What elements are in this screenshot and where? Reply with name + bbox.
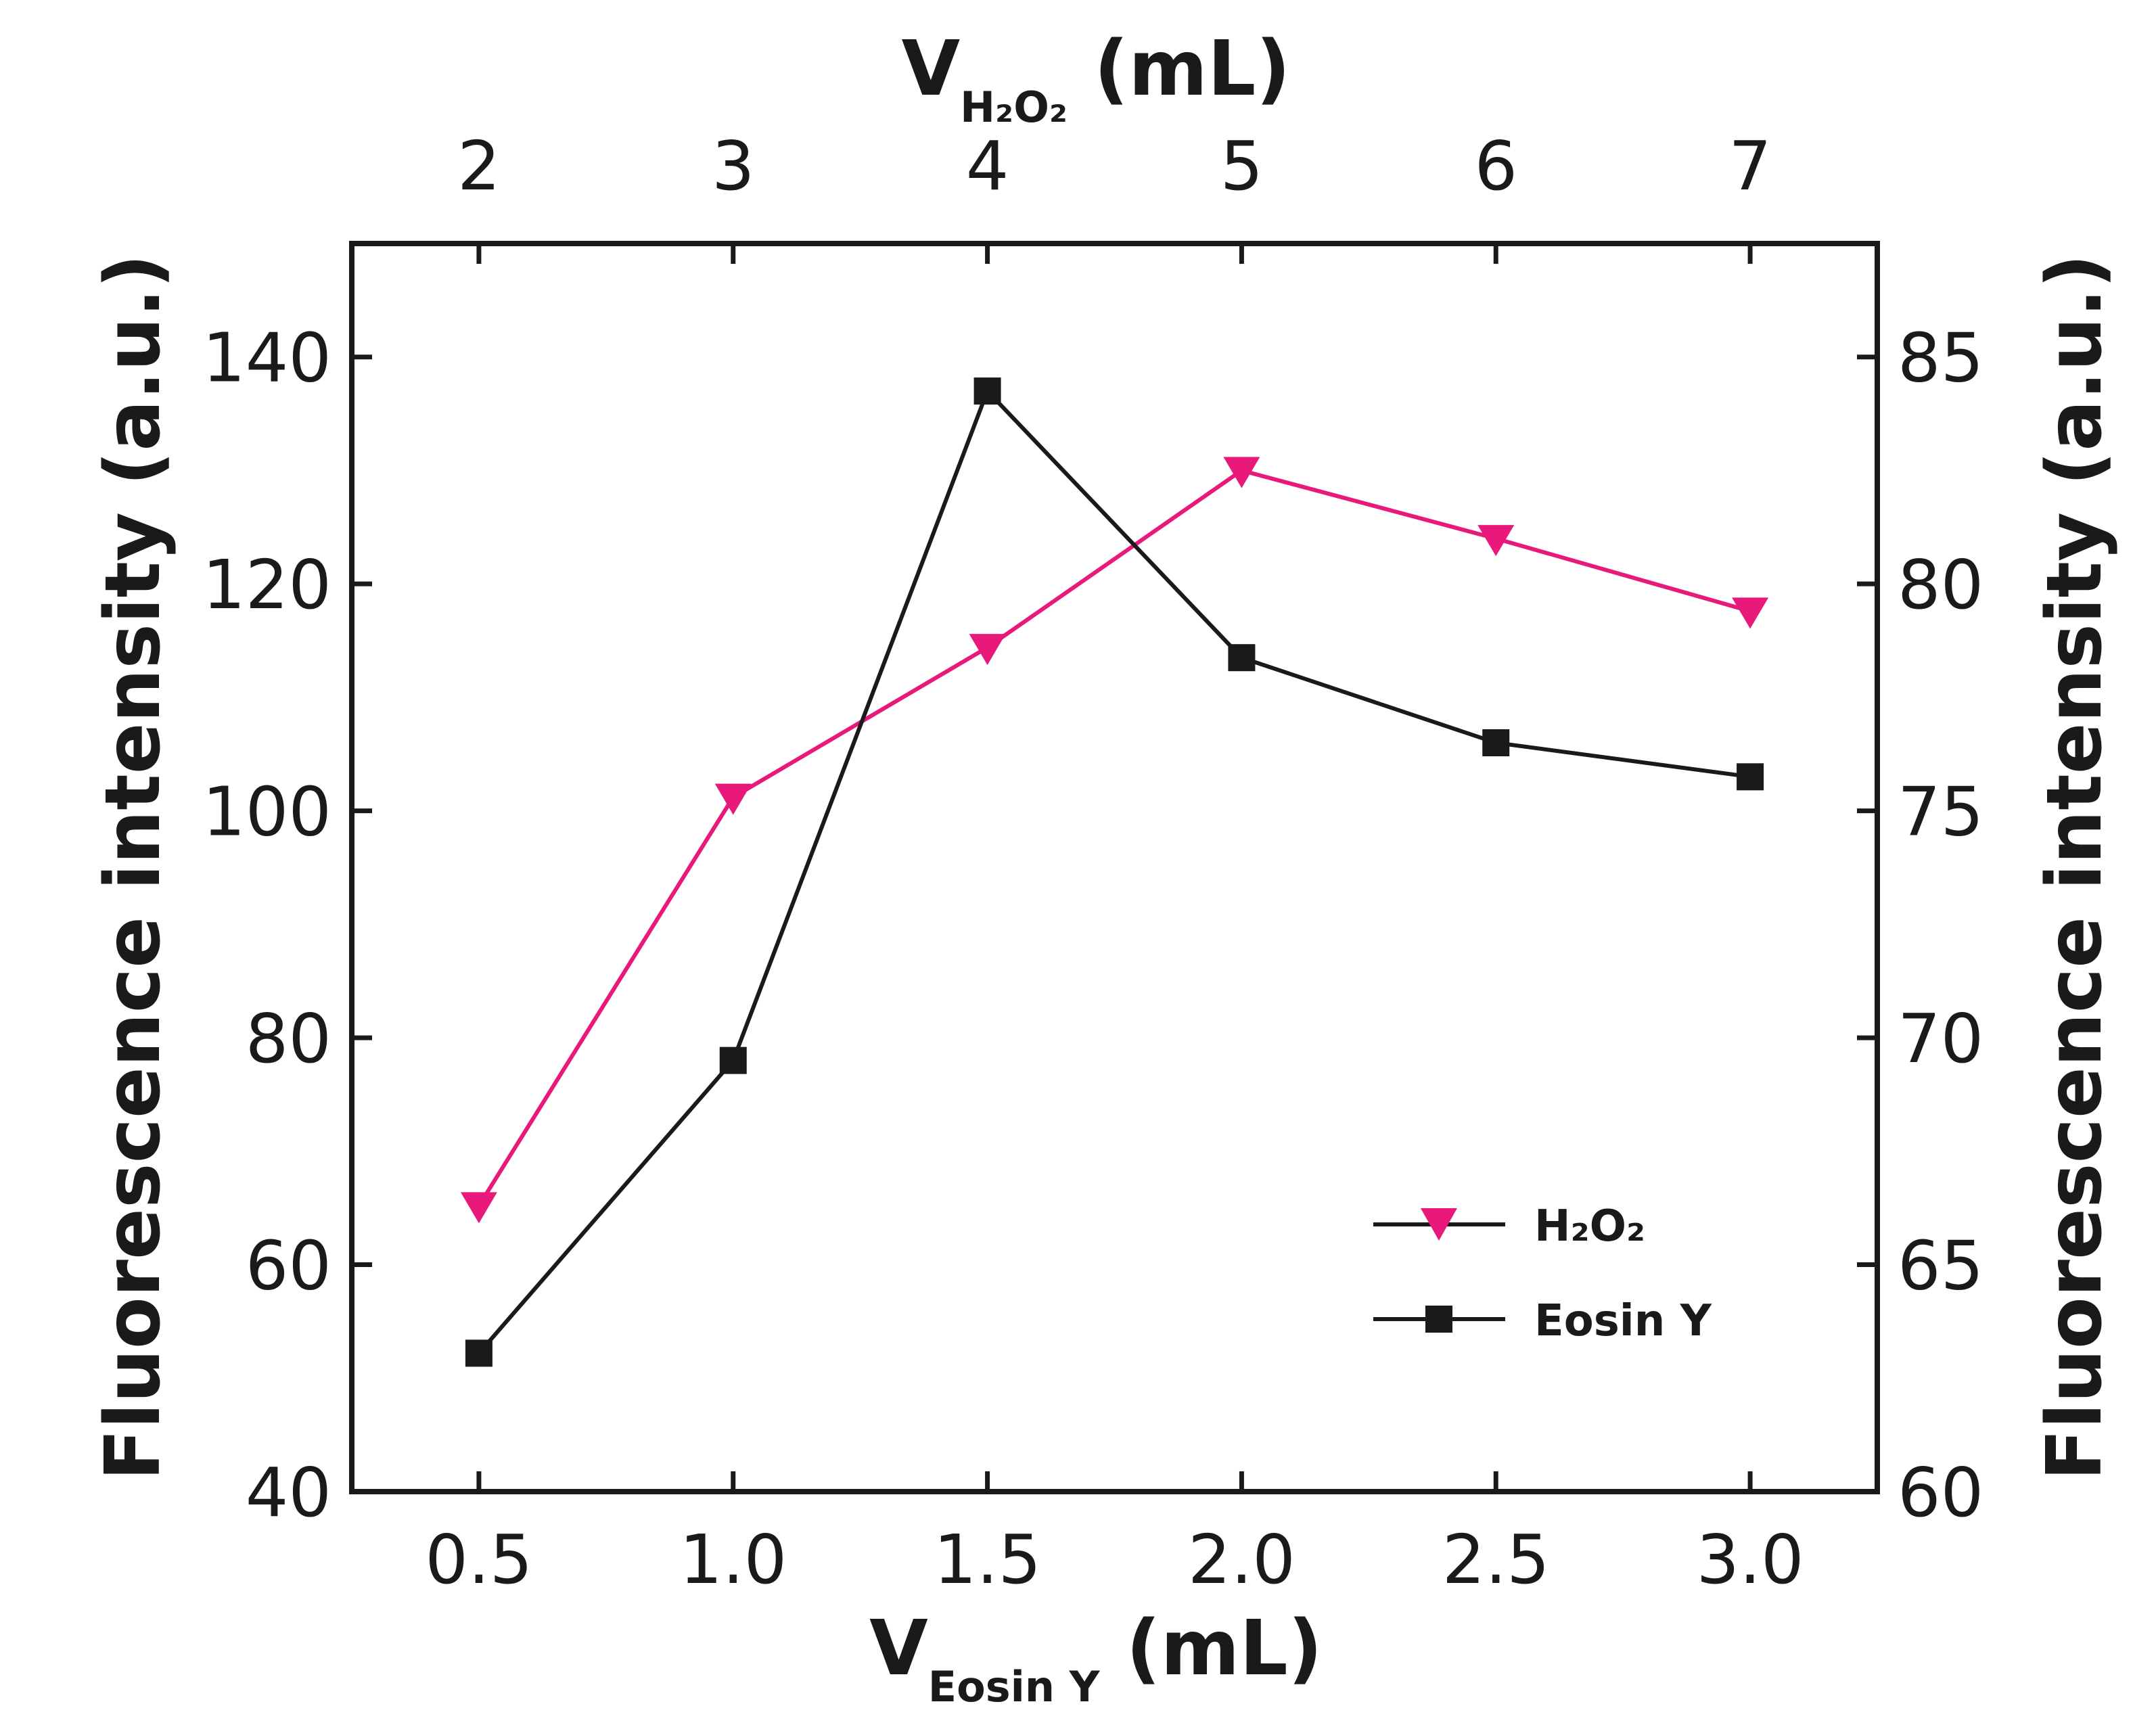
legend: H₂O₂ Eosin Y (1373, 1201, 1712, 1346)
y-left-tick-label: 140 (202, 319, 331, 398)
y-left-tick-label: 100 (202, 773, 331, 852)
x-top-tick-label: 6 (1474, 127, 1517, 206)
series-layer (460, 377, 1769, 1367)
data-point-eosin-y (1228, 644, 1256, 672)
data-point-eosin-y (973, 377, 1001, 405)
data-point-eosin-y (465, 1339, 492, 1367)
y-left-tick-label: 40 (246, 1453, 331, 1532)
y-left-tick-label: 80 (246, 999, 331, 1078)
y-left-axis-title: Fluorescence intensity (a.u.) (89, 254, 177, 1481)
data-point-h2o2 (1732, 597, 1769, 629)
x-top-tick-label: 3 (712, 127, 755, 206)
data-point-eosin-y (719, 1046, 747, 1074)
legend-eosin-marker (1425, 1306, 1452, 1333)
x-top-axis-title: VH₂O₂ (mL) (901, 25, 1290, 132)
x-top-title-sub: H₂O₂ (960, 83, 1068, 132)
series-line-h2o2 (477, 468, 1751, 1207)
x-bottom-tick-label: 3.0 (1697, 1520, 1804, 1599)
data-point-h2o2 (969, 634, 1006, 666)
x-bottom-title-unit: (mL) (1099, 1605, 1322, 1693)
legend-h2o2-marker (1421, 1208, 1457, 1241)
x-bottom-tick-label: 2.5 (1442, 1520, 1550, 1599)
x-bottom-tick-label: 1.5 (934, 1520, 1041, 1599)
y-right-tick-label: 80 (1898, 545, 1983, 624)
x-top-title-main: V (901, 25, 960, 113)
legend-eosin-label: Eosin Y (1534, 1296, 1712, 1346)
x-bottom-title-main: V (869, 1605, 928, 1693)
series-line-eosin-y (477, 387, 1751, 1355)
y-right-axis-title: Fluorescence intensity (a.u.) (2031, 254, 2119, 1481)
data-point-eosin-y (1737, 763, 1764, 791)
y-left-tick-label: 60 (246, 1226, 331, 1306)
legend-h2o2-label: H₂O₂ (1534, 1201, 1645, 1251)
x-bottom-axis-title: VEosin Y (mL) (869, 1605, 1323, 1711)
data-point-h2o2 (1477, 525, 1515, 557)
data-point-eosin-y (1482, 729, 1510, 756)
x-bottom-tick-label: 0.5 (425, 1520, 532, 1599)
x-bottom-title-sub: Eosin Y (928, 1662, 1101, 1711)
y-right-tick-label: 85 (1898, 319, 1983, 398)
y-right-tick-label: 60 (1898, 1453, 1983, 1532)
x-bottom-tick-label: 2.0 (1188, 1520, 1295, 1599)
plot-frame (349, 241, 1880, 1494)
data-point-h2o2 (714, 783, 752, 815)
y-left-tick-label: 120 (202, 545, 331, 624)
y-right-tick-label: 70 (1898, 999, 1983, 1078)
y-right-tick-label: 75 (1898, 773, 1983, 852)
x-top-tick-label: 2 (457, 127, 501, 206)
data-point-h2o2 (460, 1192, 497, 1224)
x-top-title-unit: (mL) (1068, 25, 1290, 113)
y-right-tick-label: 65 (1898, 1226, 1983, 1306)
data-point-h2o2 (1223, 457, 1260, 488)
x-top-tick-label: 7 (1728, 127, 1772, 206)
x-top-tick-label: 5 (1220, 127, 1264, 206)
x-top-tick-label: 4 (966, 127, 1009, 206)
x-bottom-tick-label: 1.0 (679, 1520, 787, 1599)
axis-ticks: 0.5 1.0 1.5 2.0 2.5 3.0 2 3 4 5 6 7 40 60 80 100 120 140 6… (202, 127, 1983, 1599)
